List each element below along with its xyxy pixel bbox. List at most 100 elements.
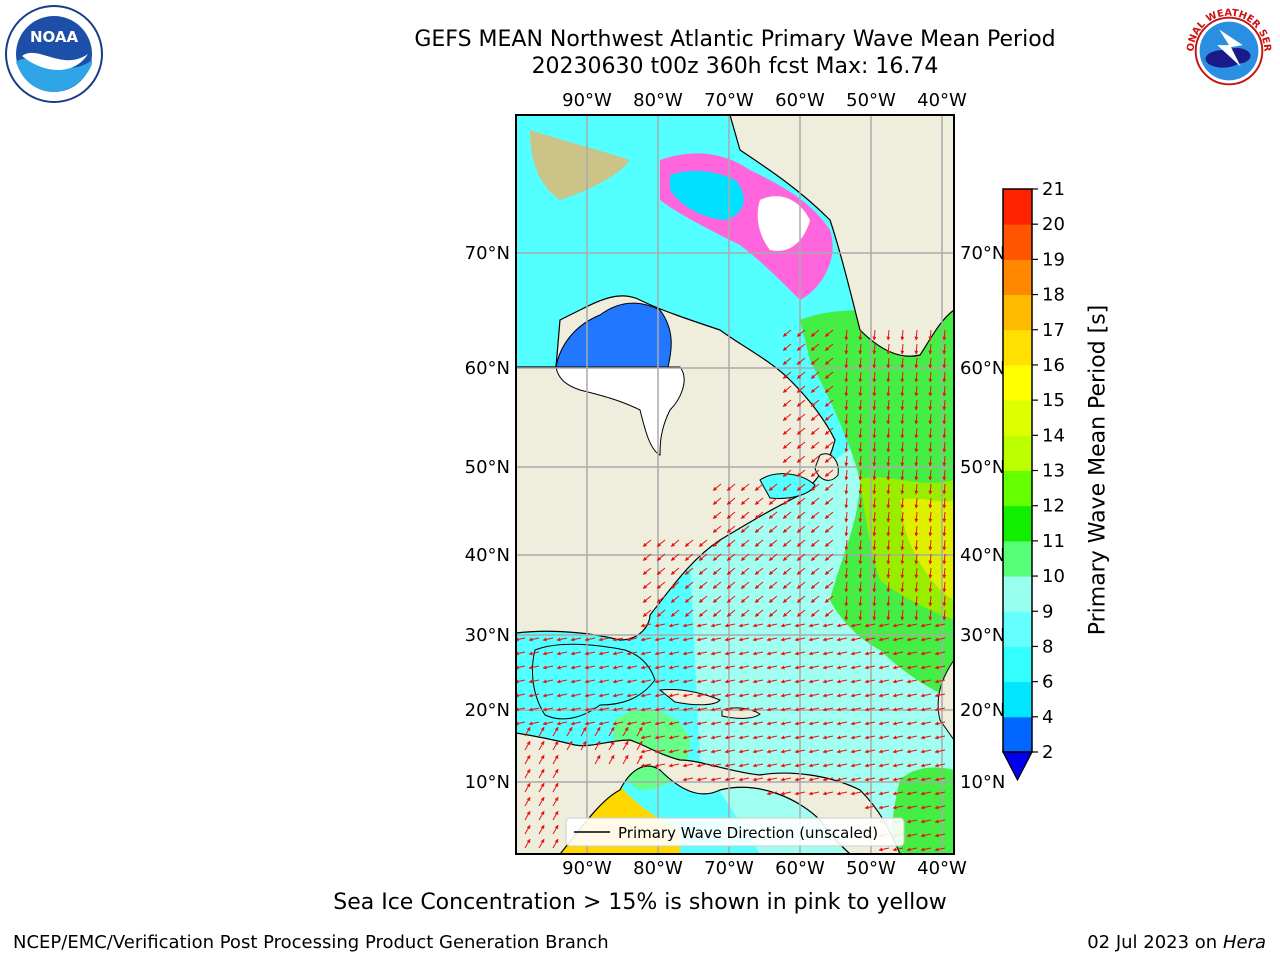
nws-logo-icon: NATIONAL WEATHER SERVICE <box>1176 0 1277 99</box>
wave-direction-arrow <box>858 455 863 467</box>
wave-direction-arrow <box>872 497 877 509</box>
wave-direction-arrow <box>824 595 834 603</box>
wave-direction-arrow <box>780 791 792 796</box>
wave-direction-arrow <box>542 637 554 642</box>
wave-direction-arrow <box>942 399 947 411</box>
wave-direction-arrow <box>920 637 932 642</box>
wave-direction-arrow <box>768 609 778 617</box>
wave-direction-arrow <box>794 763 806 768</box>
wave-direction-arrow <box>528 721 540 726</box>
wave-direction-arrow <box>914 371 919 383</box>
colorbar-segment <box>1003 400 1032 436</box>
wave-direction-arrow <box>640 623 652 628</box>
wave-direction-arrow <box>928 483 933 495</box>
wave-direction-arrow <box>810 567 820 575</box>
wave-direction-arrow <box>836 651 848 656</box>
wave-direction-arrow <box>844 455 849 467</box>
wave-direction-arrow <box>892 651 904 656</box>
wave-direction-arrow <box>928 455 933 467</box>
wave-direction-arrow <box>626 721 638 726</box>
wave-direction-arrow <box>738 749 750 754</box>
wave-direction-arrow <box>928 385 933 397</box>
wave-direction-arrow <box>528 637 540 642</box>
wave-direction-arrow <box>928 511 933 523</box>
wave-direction-arrow <box>808 707 820 712</box>
wave-direction-arrow <box>780 679 792 684</box>
wave-direction-arrow <box>626 707 638 712</box>
wave-direction-arrow <box>824 441 834 449</box>
wave-direction-arrow <box>928 525 933 537</box>
lon-label: 80°W <box>633 858 683 879</box>
wave-direction-arrow <box>780 693 792 698</box>
wave-direction-arrow <box>796 455 806 463</box>
wave-direction-arrow <box>752 623 764 628</box>
wave-direction-arrow <box>626 665 638 670</box>
wave-direction-arrow <box>538 782 545 793</box>
wave-direction-arrow <box>900 511 905 523</box>
wave-direction-arrow <box>570 707 582 712</box>
colorbar-tick-label: 10 <box>1042 566 1065 587</box>
wave-direction-arrow <box>524 810 531 821</box>
wave-direction-arrow <box>580 726 587 737</box>
wave-direction-arrow <box>824 343 834 351</box>
wave-direction-arrow <box>836 749 848 754</box>
wave-direction-arrow <box>796 357 806 365</box>
colorbar-tick-label: 9 <box>1042 601 1053 622</box>
wave-direction-arrow <box>612 693 624 698</box>
wave-direction-arrow <box>682 763 694 768</box>
wave-direction-arrow <box>524 754 531 765</box>
wave-direction-arrow <box>942 371 947 383</box>
wave-direction-arrow <box>850 623 862 628</box>
wave-direction-arrow <box>768 525 778 533</box>
colorbar-segment <box>1003 540 1032 577</box>
wave-direction-arrow <box>934 791 946 796</box>
wave-direction-arrow <box>528 665 540 670</box>
colorbar-tick-label: 11 <box>1042 531 1065 552</box>
map-frame <box>515 114 955 855</box>
wave-direction-arrow <box>928 581 933 593</box>
wave-direction-arrow <box>524 768 531 779</box>
wave-direction-arrow <box>654 623 666 628</box>
wave-direction-arrow <box>738 777 750 782</box>
wave-direction-arrow <box>844 357 849 369</box>
wave-direction-arrow <box>878 721 890 726</box>
wave-direction-arrow <box>824 497 834 505</box>
colorbar: 2 4 6 8 9 10 11 12 13 14 15 16 17 18 19 20 21 <box>1002 179 1065 782</box>
wave-direction-arrow <box>754 525 764 533</box>
wave-direction-arrow <box>768 497 778 505</box>
wave-direction-arrow <box>608 740 615 751</box>
wave-direction-arrow <box>794 623 806 628</box>
wave-direction-arrow <box>872 399 877 411</box>
wave-direction-arrow <box>598 651 610 656</box>
noaa-logo: NOAA <box>4 4 104 104</box>
wave-direction-arrow <box>710 637 722 642</box>
wave-direction-arrow <box>768 511 778 519</box>
wave-direction-arrow <box>900 427 905 439</box>
colorbar-tick-label: 16 <box>1042 355 1065 376</box>
wave-direction-arrow <box>942 427 947 439</box>
wave-direction-arrow <box>712 483 722 491</box>
wave-direction-arrow <box>612 651 624 656</box>
wave-direction-arrow <box>822 693 834 698</box>
colorbar-segment <box>1003 259 1032 296</box>
nws-logo: NATIONAL WEATHER SERVICE <box>1176 0 1278 100</box>
wave-direction-arrow <box>878 665 890 670</box>
wave-direction-arrow <box>810 343 820 351</box>
wave-direction-arrow <box>796 483 806 491</box>
wave-direction-arrow <box>570 679 582 684</box>
wave-direction-arrow <box>892 847 904 852</box>
wave-direction-arrow <box>642 609 652 617</box>
wave-direction-arrow <box>928 329 933 341</box>
hudson-bay <box>555 302 672 368</box>
wave-direction-arrow <box>782 609 792 617</box>
wave-direction-arrow <box>808 637 820 642</box>
wave-direction-arrow <box>724 637 736 642</box>
wave-direction-arrow <box>810 427 820 435</box>
wave-direction-arrow <box>768 483 778 491</box>
wave-direction-arrow <box>556 637 568 642</box>
lon-label: 50°W <box>846 90 896 111</box>
wave-direction-arrow <box>808 791 820 796</box>
wave-direction-arrow <box>808 665 820 670</box>
wave-direction-arrow <box>528 651 540 656</box>
wave-direction-arrow <box>682 651 694 656</box>
